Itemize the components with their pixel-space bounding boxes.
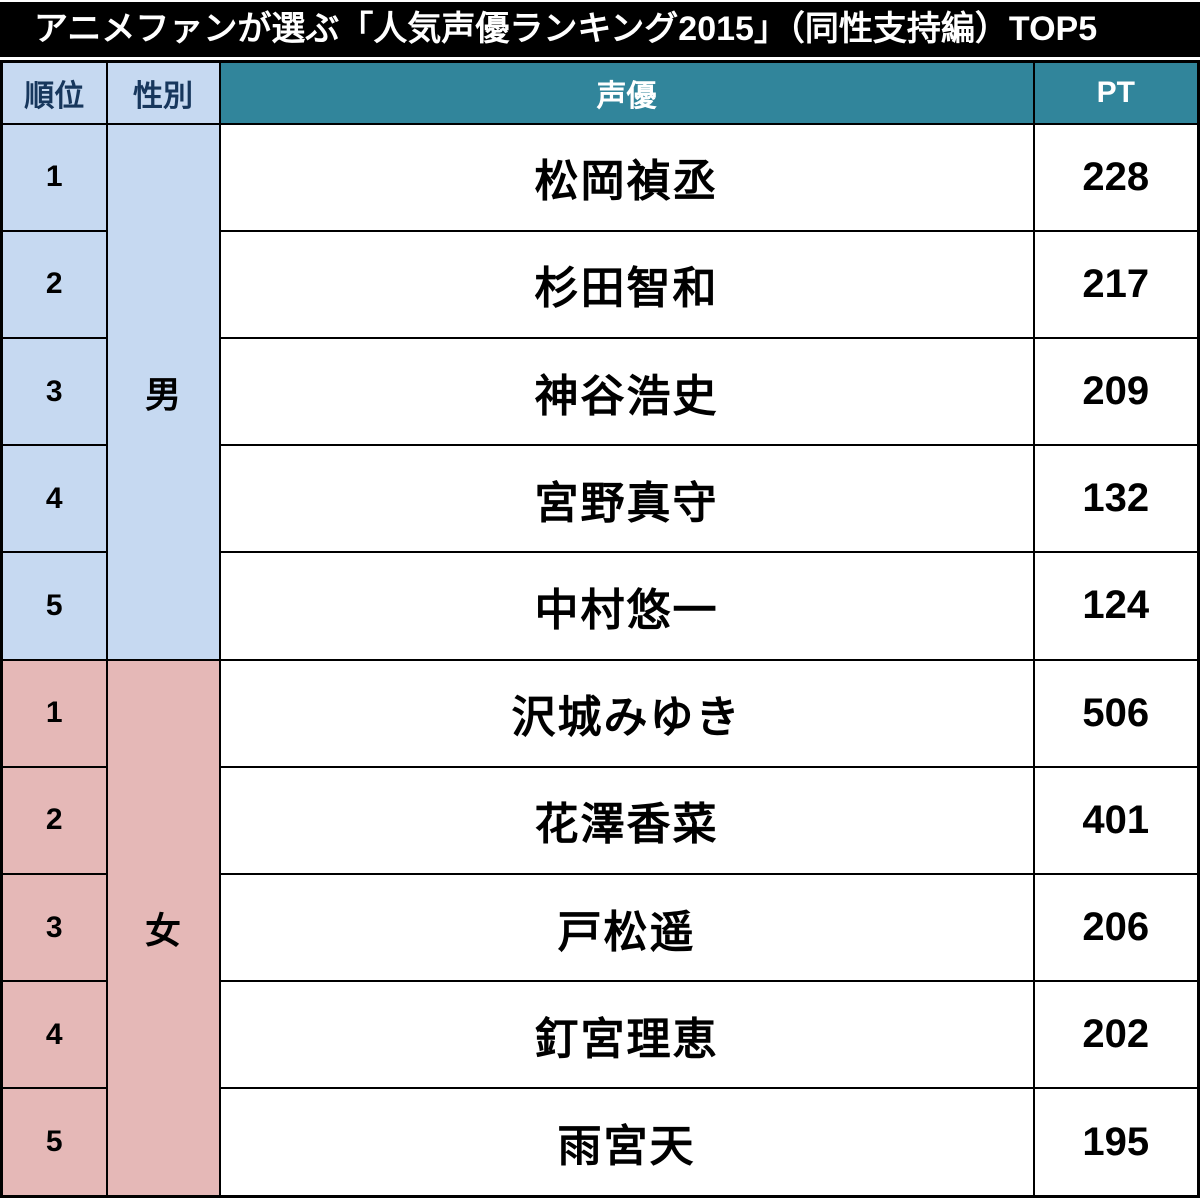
table-row: 5 雨宮天 195 [0,1087,1200,1198]
pt-value: 209 [1032,336,1200,447]
pt-value: 506 [1032,658,1200,768]
pt-value: 202 [1032,980,1200,1090]
pt-column-header: PT [1032,60,1200,125]
rank-cell: 3 [0,873,108,983]
pt-value: 217 [1032,229,1200,339]
actor-name: 戸松遥 [218,873,1035,983]
header-row: 順位 性別 声優 PT [0,60,1200,125]
page-title: アニメファンが選ぶ「人気声優ランキング2015」（同性支持編）TOP5 [0,2,1200,57]
pt-value: 132 [1032,444,1200,554]
ranking-table: 順位 性別 声優 PT 1 男松岡禎丞 228 2 杉田智和 217 3 神谷浩史 209 4 宮野… [0,60,1200,1198]
table-row: 4 釘宮理恵 202 [0,980,1200,1090]
table-row: 1 男松岡禎丞 228 [0,122,1200,661]
rank-cell: 4 [0,980,108,1090]
rank-cell: 5 [0,1087,108,1198]
actor-name: 杉田智和 [218,229,1035,339]
rank-cell: 2 [0,765,108,876]
ranking-table-body: 1 男松岡禎丞 228 2 杉田智和 217 3 神谷浩史 209 4 宮野真守 132 5 中村悠一 12… [0,122,1200,1198]
table-row: 3 戸松遥 206 [0,873,1200,983]
pt-value: 195 [1032,1087,1200,1198]
actor-name: 沢城みゆき [218,658,1035,768]
actor-column-header: 声優 [218,60,1035,125]
actor-name: 釘宮理恵 [218,980,1035,1090]
pt-value: 228 [1032,122,1200,232]
table-row: 1 女沢城みゆき 506 [0,658,1200,1198]
rank-cell: 1 [0,122,108,232]
rank-cell: 5 [0,551,108,661]
actor-name: 松岡禎丞 [218,122,1035,232]
gender-column-header: 性別 [105,60,221,125]
rank-cell: 4 [0,444,108,554]
pt-value: 124 [1032,551,1200,661]
pt-value: 206 [1032,873,1200,983]
pt-value: 401 [1032,765,1200,876]
table-row: 2 花澤香菜 401 [0,765,1200,876]
gender-cell: 女 [105,658,221,1198]
rank-column-header: 順位 [0,60,108,125]
rank-cell: 1 [0,658,108,768]
table-header: 順位 性別 声優 PT [0,60,1200,125]
actor-name: 神谷浩史 [218,336,1035,447]
actor-name: 中村悠一 [218,551,1035,661]
actor-name: 宮野真守 [218,444,1035,554]
gender-cell: 男 [105,122,221,661]
rank-cell: 3 [0,336,108,447]
actor-name: 花澤香菜 [218,765,1035,876]
table-row: 4 宮野真守 132 [0,444,1200,554]
table-row: 3 神谷浩史 209 [0,336,1200,447]
table-row: 5 中村悠一 124 [0,551,1200,661]
actor-name: 雨宮天 [218,1087,1035,1198]
rank-cell: 2 [0,229,108,339]
table-row: 2 杉田智和 217 [0,229,1200,339]
